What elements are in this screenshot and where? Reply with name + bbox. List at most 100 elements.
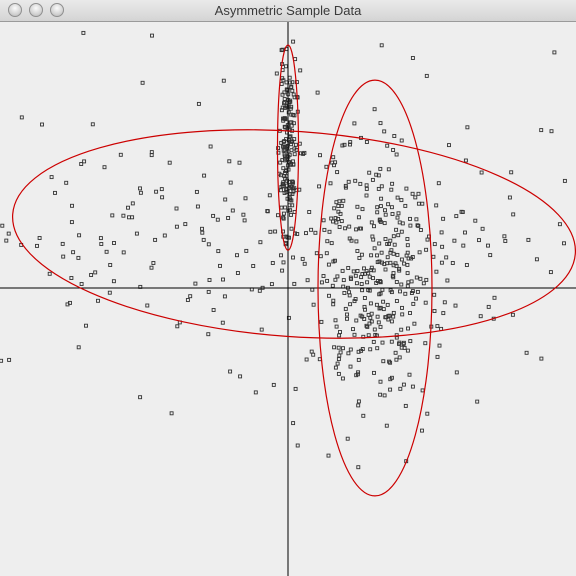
- data-point: [359, 282, 364, 286]
- data-point: [298, 151, 303, 156]
- data-point: [292, 137, 297, 142]
- data-point: [548, 270, 553, 275]
- data-point: [289, 226, 294, 231]
- data-point: [390, 274, 395, 279]
- data-point: [196, 101, 201, 106]
- data-point: [276, 213, 280, 218]
- data-point: [386, 167, 391, 172]
- data-point: [206, 289, 211, 294]
- minimize-button[interactable]: [29, 3, 43, 17]
- data-point: [348, 140, 353, 145]
- data-point: [378, 279, 383, 284]
- data-point: [332, 345, 337, 350]
- data-point: [439, 260, 444, 265]
- data-point: [393, 350, 398, 355]
- data-point: [334, 324, 339, 329]
- data-point: [324, 164, 329, 169]
- data-point: [82, 159, 87, 164]
- cluster-ellipse: [276, 44, 300, 251]
- data-point: [174, 224, 179, 229]
- data-point: [372, 224, 376, 229]
- data-point: [269, 282, 274, 287]
- data-point: [410, 255, 415, 259]
- data-point: [360, 207, 365, 212]
- data-point: [389, 187, 394, 192]
- data-point: [121, 213, 126, 218]
- data-point: [285, 178, 290, 183]
- data-point: [464, 263, 469, 267]
- data-point: [410, 289, 415, 294]
- data-point: [153, 237, 158, 242]
- data-point: [336, 209, 341, 214]
- data-point: [278, 160, 283, 165]
- data-point: [400, 312, 405, 317]
- data-point: [110, 213, 115, 218]
- data-point: [285, 105, 290, 110]
- cluster-ellipse: [11, 129, 576, 339]
- data-point: [389, 290, 394, 295]
- data-point: [418, 276, 423, 281]
- title-bar[interactable]: Asymmetric Sample Data: [0, 0, 576, 22]
- data-point: [338, 350, 343, 355]
- data-point: [93, 270, 98, 275]
- data-point: [526, 237, 531, 242]
- data-point: [298, 68, 303, 73]
- data-point: [431, 254, 436, 259]
- data-point: [386, 317, 391, 322]
- axes-layer: [0, 22, 576, 576]
- data-point: [352, 299, 357, 304]
- data-point: [374, 172, 379, 177]
- data-point: [206, 242, 211, 247]
- data-point: [379, 250, 384, 255]
- data-point: [359, 275, 364, 280]
- data-point: [281, 118, 286, 123]
- data-point: [399, 345, 404, 350]
- data-point: [510, 312, 515, 317]
- data-point: [375, 346, 380, 351]
- data-point: [295, 232, 300, 236]
- data-point: [377, 292, 382, 297]
- data-point: [549, 129, 554, 134]
- data-point: [267, 193, 272, 198]
- data-point: [331, 259, 336, 264]
- data-point: [390, 181, 395, 186]
- zoom-button[interactable]: [50, 3, 64, 17]
- data-point: [290, 203, 295, 208]
- data-point: [355, 204, 360, 209]
- data-point: [68, 300, 72, 305]
- data-point: [319, 280, 324, 285]
- data-point: [385, 255, 390, 260]
- data-point: [333, 365, 338, 370]
- data-point: [284, 64, 288, 69]
- data-point: [402, 261, 407, 266]
- data-point: [381, 299, 386, 304]
- data-point: [361, 413, 366, 418]
- data-point: [384, 423, 389, 428]
- close-button[interactable]: [8, 3, 22, 17]
- data-point: [279, 205, 284, 210]
- data-point: [220, 320, 225, 325]
- data-point: [355, 269, 360, 273]
- data-point: [394, 152, 399, 157]
- data-point: [389, 319, 394, 324]
- data-point: [434, 269, 439, 274]
- data-point: [270, 261, 275, 265]
- data-point: [539, 128, 544, 133]
- data-point: [279, 108, 284, 113]
- data-point: [414, 296, 418, 301]
- data-point: [354, 318, 359, 323]
- data-point: [454, 370, 459, 375]
- data-point: [221, 78, 226, 83]
- data-point: [405, 348, 410, 353]
- data-point: [79, 162, 84, 166]
- data-point: [216, 249, 221, 254]
- data-point: [281, 166, 286, 171]
- data-point: [304, 231, 308, 236]
- data-point: [507, 195, 512, 200]
- data-point: [374, 302, 379, 307]
- data-point: [397, 355, 402, 360]
- data-point: [96, 298, 100, 303]
- data-point: [291, 121, 296, 126]
- data-point: [475, 399, 480, 404]
- data-point: [292, 281, 297, 286]
